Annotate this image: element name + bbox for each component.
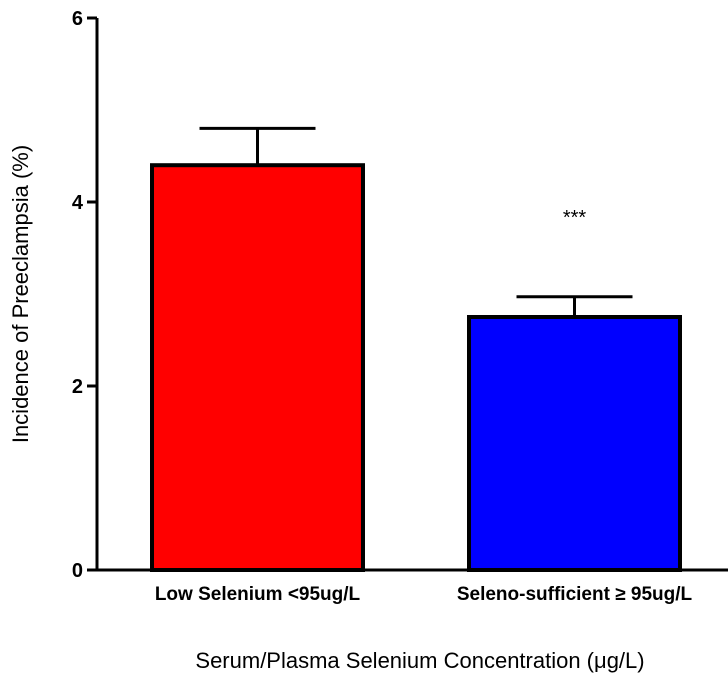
error-bars-layer — [199, 126, 633, 317]
x-tick-labels-layer: Low Selenium <95ug/L Seleno-sufficient ≥ … — [155, 584, 693, 605]
y-tick-label: 6 — [72, 8, 83, 30]
x-tick-label-2: Seleno-sufficient ≥ 95ug/L — [457, 584, 693, 605]
x-axis-title: Serum/Plasma Selenium Concentration (μg/… — [195, 648, 644, 673]
y-tick-label: 0 — [72, 560, 83, 582]
y-tick-label: 4 — [72, 192, 84, 214]
y-axis-title: Incidence of Preeclampsia (%) — [8, 145, 33, 443]
x-tick-label-1: Low Selenium <95ug/L — [155, 584, 361, 605]
y-ticks-layer: 0 2 4 6 — [72, 8, 97, 582]
significance-annotation: *** — [563, 207, 587, 229]
bars-layer — [150, 163, 682, 572]
y-tick-label: 2 — [72, 376, 83, 398]
bar-1 — [150, 163, 365, 572]
annotations-layer: *** — [563, 207, 587, 229]
bar-2 — [467, 315, 682, 572]
